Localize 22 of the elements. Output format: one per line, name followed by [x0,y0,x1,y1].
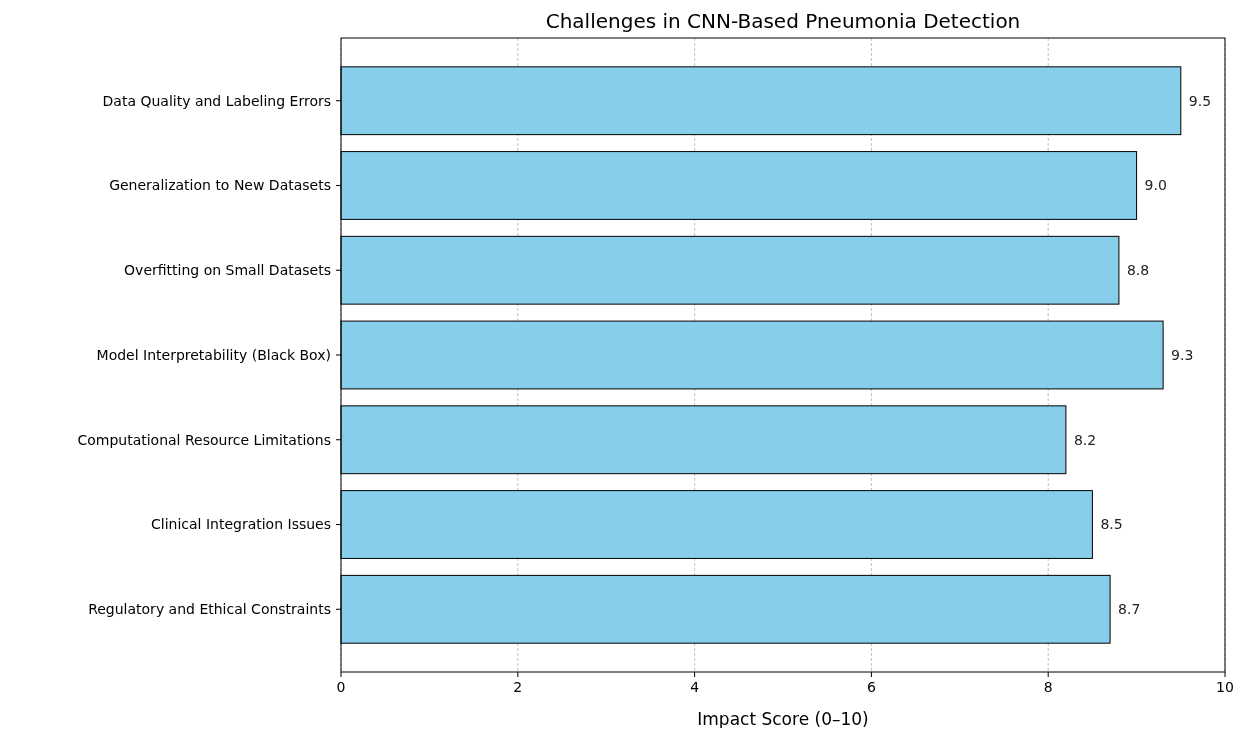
x-tick-label: 6 [866,679,876,695]
x-tick-label: 4 [690,679,700,695]
y-tick-label: Regulatory and Ethical Constraints [88,601,331,618]
data-label: 8.2 [1073,431,1097,448]
data-label: 8.5 [1100,516,1123,533]
y-tick-label: Clinical Integration Issues [150,516,331,533]
data-label: 9.5 [1188,92,1212,109]
data-label: 9.0 [1144,177,1167,194]
chart-title: Challenges in CNN-Based Pneumonia Detection [545,9,1021,33]
x-tick-label: 2 [513,679,523,695]
y-tick-label: Computational Resource Limitations [77,431,331,448]
x-tick-label: 8 [1043,679,1053,695]
y-tick-label: Overfitting on Small Datasets [124,262,331,279]
x-tick-label: 10 [1216,679,1234,695]
y-tick-label: Data Quality and Labeling Errors [102,92,331,109]
y-tick-label: Model Interpretability (Black Box) [96,346,331,363]
x-axis-title: Impact Score (0–10) [697,709,869,729]
y-tick-label: Generalization to New Datasets [109,177,331,194]
data-label: 9.3 [1171,346,1194,363]
data-label: 8.8 [1126,262,1150,279]
x-tick-label: 0 [336,679,346,695]
data-label: 8.7 [1118,601,1141,618]
